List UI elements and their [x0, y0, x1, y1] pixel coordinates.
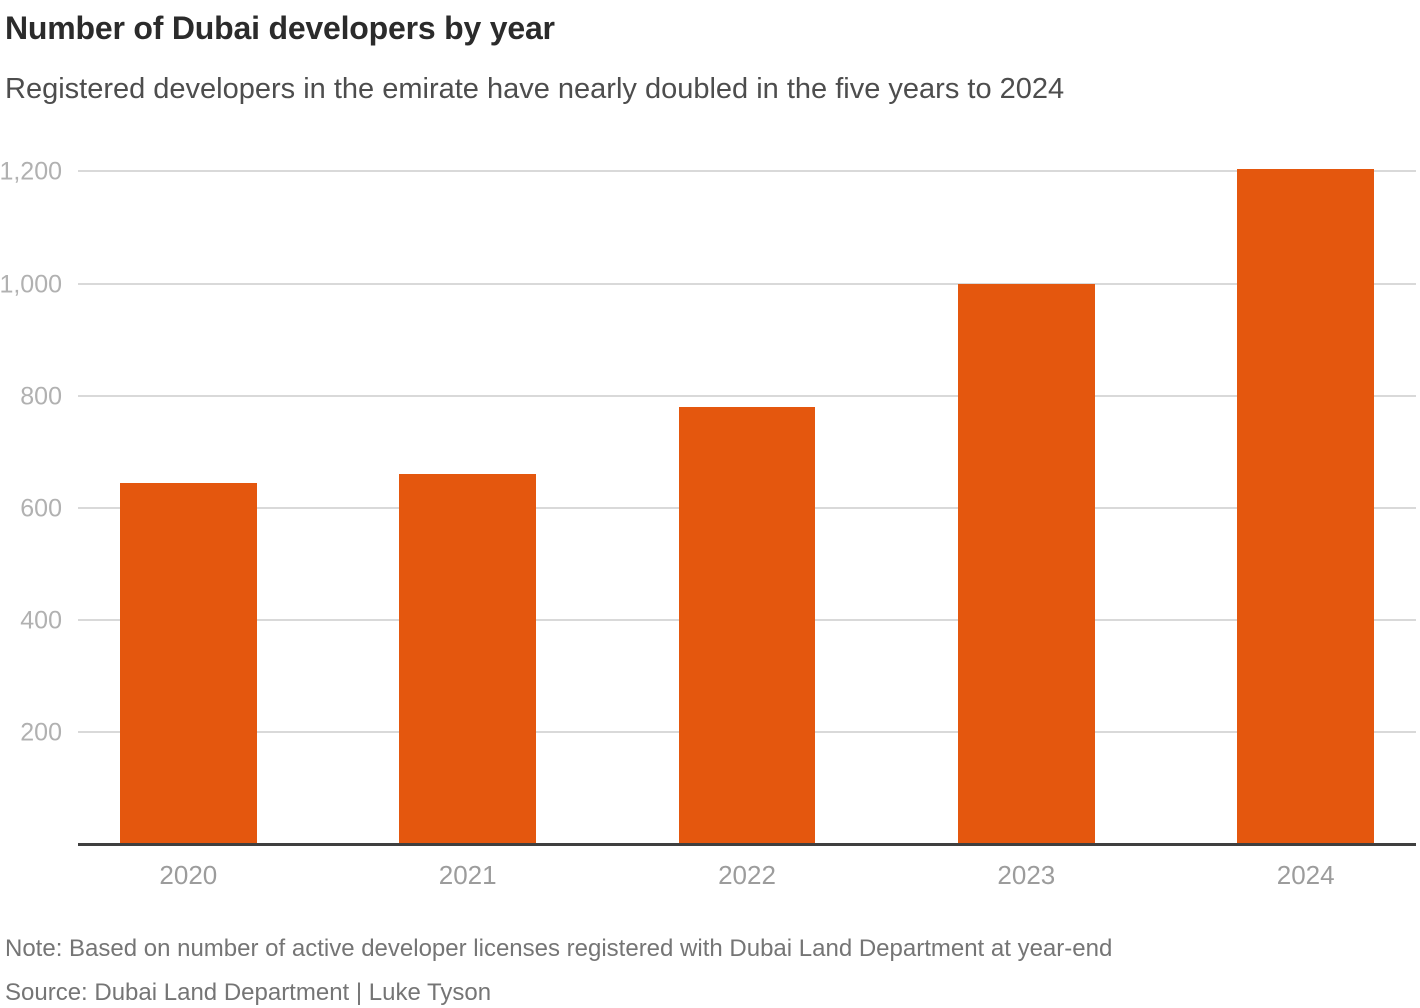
x-tick-label-2021: 2021 — [438, 859, 497, 890]
bar-2022 — [678, 407, 816, 845]
chart-note: Note: Based on number of active develope… — [5, 934, 1113, 962]
y-tick-label-1200: 1,200 — [0, 157, 62, 186]
chart-footer: Note: Based on number of active develope… — [5, 935, 1400, 1008]
bar-2020 — [119, 482, 257, 845]
y-tick-label-1000: 1,000 — [0, 270, 62, 299]
gridline-800 — [78, 394, 1416, 397]
y-tick-label-200: 200 — [20, 718, 62, 747]
gridline-1000 — [78, 282, 1416, 285]
x-tick-label-2022: 2022 — [718, 859, 776, 890]
x-axis-labels: 2020 2021 2022 2023 2024 — [78, 845, 1416, 891]
bar-2023 — [957, 283, 1095, 845]
chart-subtitle: Registered developers in the emirate hav… — [5, 72, 1065, 105]
gridline-1200 — [78, 170, 1416, 173]
chart-title: Number of Dubai developers by year — [5, 10, 555, 46]
x-tick-label-2020: 2020 — [159, 859, 218, 890]
y-tick-label-800: 800 — [20, 382, 62, 411]
chart-source: Source: Dubai Land Department | Luke Tys… — [5, 979, 492, 1007]
y-tick-label-400: 400 — [20, 606, 62, 635]
x-tick-label-2023: 2023 — [997, 859, 1056, 890]
plot-area: 200 400 600 800 1,000 1,200 — [0, 158, 1416, 846]
x-tick-label-2024: 2024 — [1276, 859, 1335, 890]
chart-header: Number of Dubai developers by year Regis… — [0, 0, 1420, 107]
x-axis-baseline — [78, 842, 1416, 846]
bar-2021 — [399, 474, 537, 845]
y-tick-label-600: 600 — [20, 494, 62, 523]
bar-2024 — [1237, 168, 1375, 845]
